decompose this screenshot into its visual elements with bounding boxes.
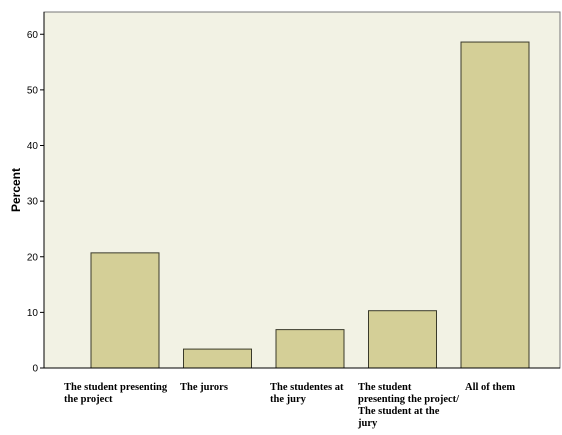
y-tick-label: 30 xyxy=(27,197,39,208)
y-axis-title: Percent xyxy=(9,168,23,212)
x-tick-label: The jurors xyxy=(180,382,228,393)
y-tick-label: 0 xyxy=(32,364,38,375)
bar xyxy=(368,310,437,369)
y-tick-label: 50 xyxy=(27,85,39,96)
bar xyxy=(460,41,530,369)
y-tick-label: 20 xyxy=(27,252,39,263)
bar xyxy=(90,252,160,369)
x-tick-label: The student presenting the project xyxy=(64,382,168,405)
y-tick-label: 40 xyxy=(27,141,39,152)
y-axis: 0 10 20 30 40 50 60 xyxy=(27,12,45,375)
x-tick-label: All of them xyxy=(465,382,516,393)
bar xyxy=(183,348,252,369)
x-tick-label: The studentes at the jury xyxy=(270,382,344,405)
bars-group xyxy=(90,41,530,369)
bar xyxy=(275,329,345,369)
y-tick-label: 60 xyxy=(27,30,39,41)
x-tick-label: The student presenting the project/ The … xyxy=(358,382,460,429)
y-tick-label: 10 xyxy=(27,308,39,319)
